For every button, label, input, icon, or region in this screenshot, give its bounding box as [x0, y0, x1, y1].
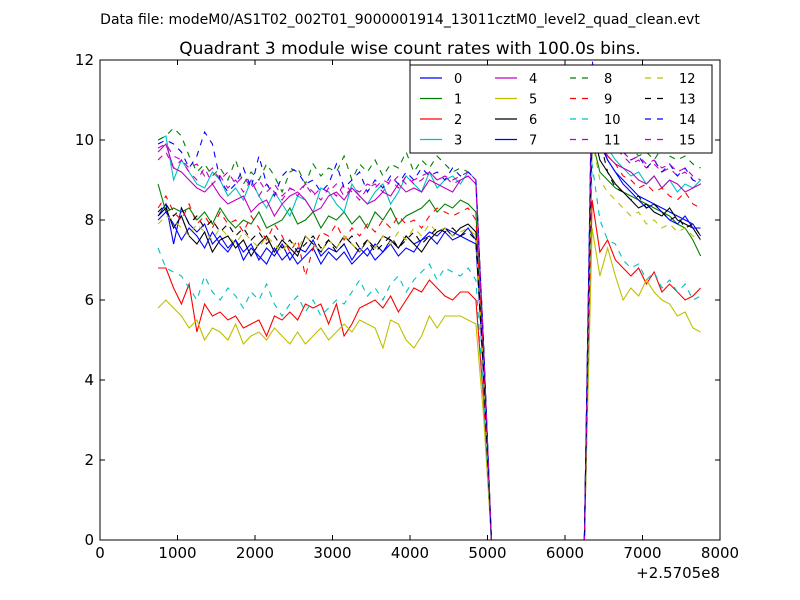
legend-label-14: 14	[679, 113, 696, 128]
legend-label-1: 1	[454, 93, 462, 108]
x-tick-label: 5000	[468, 544, 506, 562]
series-line-5	[157, 227, 701, 540]
series-line-6	[157, 127, 702, 540]
legend-label-5: 5	[529, 93, 537, 108]
legend-label-0: 0	[454, 72, 462, 87]
y-tick-label: 12	[75, 51, 94, 69]
legend-label-9: 9	[604, 93, 612, 108]
legend-box	[409, 64, 713, 154]
series-line-12	[157, 139, 701, 540]
x-tick-label: 6000	[546, 544, 584, 562]
legend-label-4: 4	[529, 72, 537, 87]
y-tick-label: 4	[84, 371, 94, 389]
series-line-1	[157, 139, 702, 540]
legend-label-11: 11	[604, 134, 621, 149]
y-tick-label: 0	[84, 531, 94, 549]
legend-label-13: 13	[679, 93, 696, 108]
chart-title: Quadrant 3 module wise count rates with …	[179, 39, 640, 59]
legend-label-10: 10	[604, 113, 621, 128]
figure-suptitle: Data file: modeM0/AS1T02_002T01_90000019…	[100, 12, 700, 28]
ticks-layer: 0 1000 2000 3000 4000 5000 6000 7000 80000246810…	[75, 51, 739, 562]
x-tick-label: 8000	[701, 544, 739, 562]
x-offset-label: +2.5705e8	[636, 564, 720, 582]
x-tick-label: 7000	[623, 544, 661, 562]
y-tick-label: 8	[84, 211, 94, 229]
x-tick-label: 1000	[158, 544, 196, 562]
x-tick-label: 2000	[236, 544, 274, 562]
series-line-10	[157, 163, 701, 540]
legend-label-3: 3	[454, 134, 462, 149]
legend-label-8: 8	[604, 72, 612, 87]
legend-label-15: 15	[679, 134, 696, 149]
legend-label-2: 2	[454, 113, 462, 128]
y-tick-label: 2	[84, 451, 94, 469]
y-tick-label: 6	[84, 291, 94, 309]
legend-label-6: 6	[529, 113, 537, 128]
series-line-2	[158, 199, 701, 540]
legend-label-12: 12	[679, 72, 696, 87]
x-tick-label: 4000	[391, 544, 429, 562]
x-tick-label: 3000	[313, 544, 351, 562]
x-tick-label: 0	[95, 544, 105, 562]
y-tick-label: 10	[75, 131, 94, 149]
legend-label-7: 7	[529, 134, 537, 149]
series-line-7	[157, 67, 701, 540]
series-line-9	[157, 107, 701, 540]
